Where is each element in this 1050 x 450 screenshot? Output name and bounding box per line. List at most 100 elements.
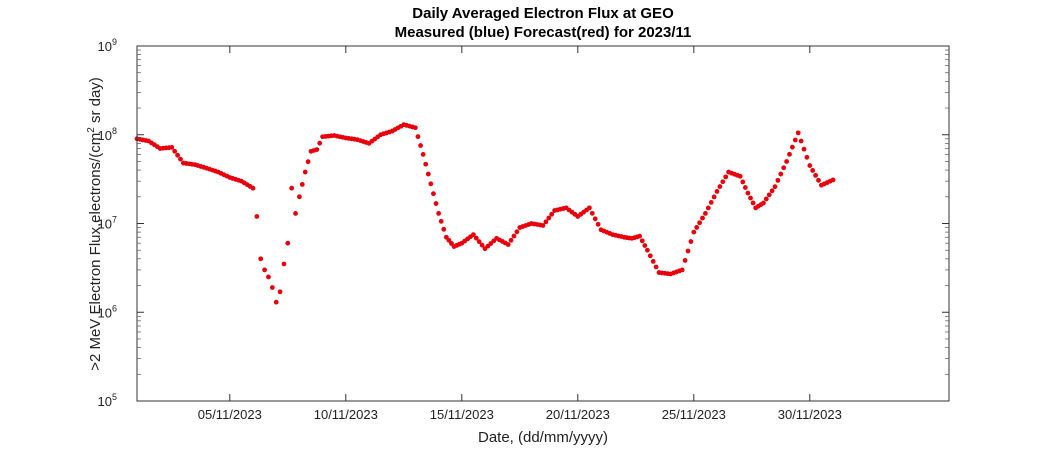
data-point xyxy=(473,235,479,241)
data-point xyxy=(266,274,271,280)
data-point xyxy=(650,258,656,264)
y-tick-label: 107 xyxy=(98,215,117,232)
data-point xyxy=(479,242,485,248)
data-point xyxy=(745,190,751,196)
data-point xyxy=(546,215,552,221)
data-point xyxy=(637,233,643,239)
y-axis-label-suffix: sr day) xyxy=(87,77,104,127)
data-point xyxy=(694,225,700,230)
x-tick-label: 20/11/2023 xyxy=(546,407,610,422)
data-point xyxy=(691,229,697,235)
x-tick-label: 25/11/2023 xyxy=(662,407,726,422)
data-point xyxy=(428,181,434,187)
data-point xyxy=(314,147,320,153)
data-point xyxy=(653,264,659,270)
y-tick-base: 10 xyxy=(98,39,112,54)
chart-subtitle: Measured (blue) Forecast(red) for 2023/1… xyxy=(395,24,692,41)
data-point xyxy=(305,159,311,165)
data-point xyxy=(781,165,787,171)
data-point xyxy=(505,242,511,247)
y-tick-base: 10 xyxy=(98,394,112,409)
y-tick-exponent: 6 xyxy=(112,303,117,313)
y-tick-base: 10 xyxy=(98,128,112,143)
data-point xyxy=(804,154,810,160)
x-axis-label: Date, (dd/mm/yyyy) xyxy=(478,429,608,446)
y-tick-exponent: 8 xyxy=(112,126,117,136)
y-axis-label-sup: 2 xyxy=(86,127,97,133)
y-tick-label: 105 xyxy=(98,392,117,409)
y-axis-label-prefix: >2 MeV Electron Flux,electrons/(cm xyxy=(87,133,104,371)
data-point xyxy=(742,185,748,190)
data-point xyxy=(737,173,743,179)
data-point xyxy=(592,216,598,222)
data-point xyxy=(720,179,726,185)
data-point xyxy=(778,171,784,177)
data-point xyxy=(172,148,178,154)
data-point xyxy=(285,240,291,246)
data-point xyxy=(761,200,766,206)
data-point xyxy=(425,171,431,177)
data-point xyxy=(647,253,653,259)
y-tick-base: 10 xyxy=(98,217,112,232)
data-point xyxy=(423,161,429,167)
data-point xyxy=(790,144,795,150)
data-point xyxy=(175,152,181,158)
data-point xyxy=(420,152,426,157)
data-point xyxy=(705,205,711,211)
chart-title: Daily Averaged Electron Flux at GEO xyxy=(412,5,674,22)
data-point xyxy=(289,185,295,191)
data-point xyxy=(589,210,595,216)
data-point xyxy=(293,210,298,216)
data-point xyxy=(703,210,708,216)
data-point xyxy=(441,226,447,232)
data-point xyxy=(543,219,549,225)
data-point xyxy=(418,143,423,148)
data-point xyxy=(769,188,775,194)
data-point xyxy=(299,182,305,187)
data-point xyxy=(438,218,444,224)
data-point xyxy=(711,194,717,200)
data-point xyxy=(697,220,702,226)
data-point xyxy=(679,267,685,273)
y-tick-label: 106 xyxy=(98,303,117,320)
data-point xyxy=(540,223,546,228)
data-point xyxy=(763,196,769,202)
y-tick-exponent: 5 xyxy=(112,392,117,402)
data-point xyxy=(816,177,821,183)
data-point xyxy=(277,289,283,295)
data-point xyxy=(688,239,694,244)
data-point xyxy=(798,138,804,144)
data-point xyxy=(178,156,183,162)
data-point xyxy=(750,200,756,206)
data-point xyxy=(723,174,729,180)
data-point xyxy=(810,168,816,173)
x-axis-ticks: 05/11/2023 10/11/2023 15/11/2023 20/11/2023… xyxy=(198,46,842,422)
y-axis-label: >2 MeV Electron Flux,electrons/(cm2 sr d… xyxy=(86,77,104,371)
data-point xyxy=(748,195,753,201)
data-point xyxy=(508,237,514,243)
data-point xyxy=(830,177,836,183)
data-point xyxy=(766,192,772,198)
data-point xyxy=(254,214,260,219)
data-point xyxy=(775,177,781,183)
data-point xyxy=(740,179,746,185)
x-tick-label: 10/11/2023 xyxy=(314,407,378,422)
data-points xyxy=(134,122,836,305)
data-point xyxy=(413,125,418,131)
data-point xyxy=(682,258,688,263)
data-point xyxy=(262,267,267,273)
data-point xyxy=(772,184,778,190)
y-tick-exponent: 9 xyxy=(112,37,117,47)
data-point xyxy=(302,169,308,175)
data-point xyxy=(269,285,275,290)
data-point xyxy=(297,194,302,200)
data-point xyxy=(436,210,441,216)
data-point xyxy=(433,201,439,206)
data-point xyxy=(595,221,601,227)
data-point xyxy=(587,205,592,211)
data-point xyxy=(792,137,798,143)
data-point xyxy=(714,188,720,194)
data-point xyxy=(813,172,818,178)
data-point xyxy=(281,261,287,267)
